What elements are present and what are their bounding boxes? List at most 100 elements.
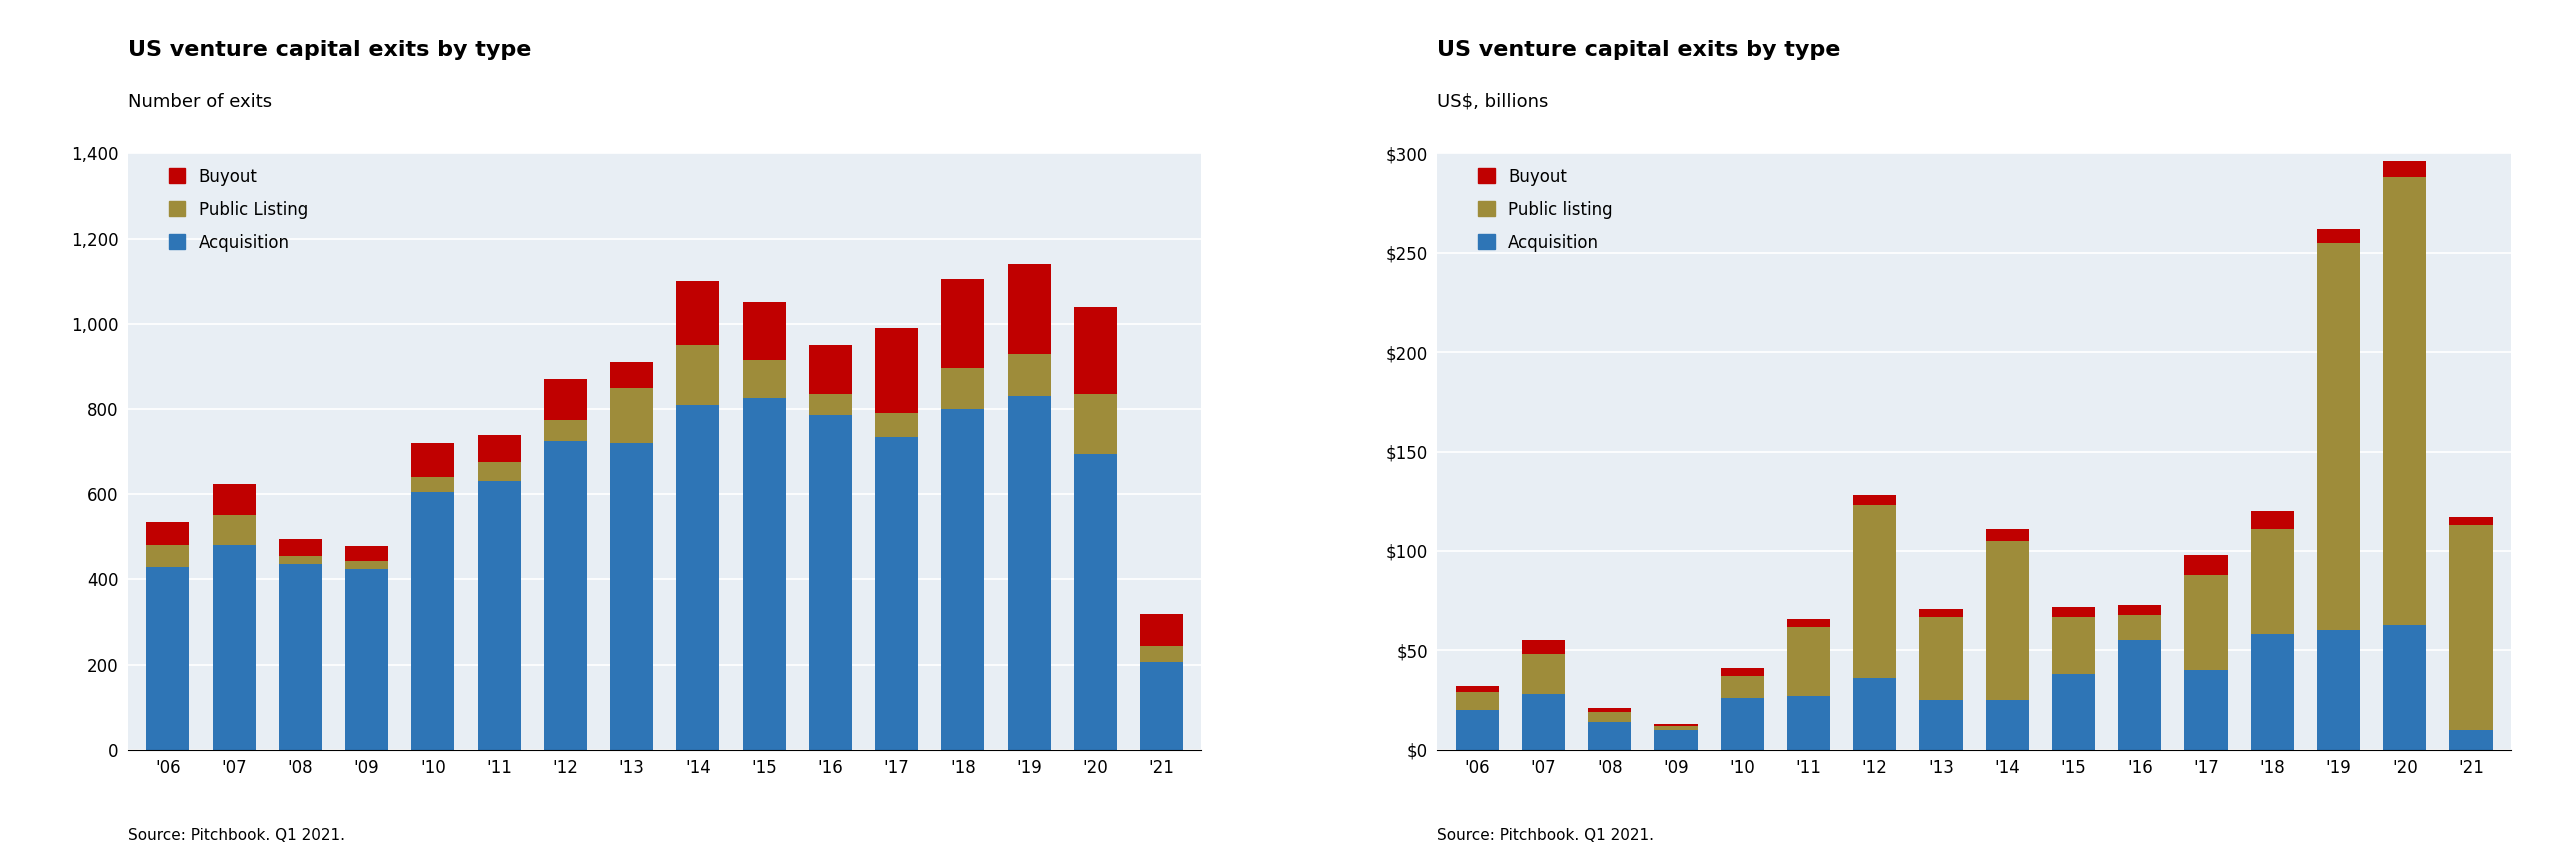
Bar — [477, 481, 520, 750]
Bar — [1455, 692, 1499, 710]
Bar — [2316, 630, 2360, 750]
Bar — [2252, 511, 2293, 529]
Bar — [213, 515, 256, 545]
Text: US venture capital exits by type: US venture capital exits by type — [128, 40, 530, 60]
Bar — [543, 420, 587, 441]
Bar — [1919, 700, 1962, 750]
Bar — [743, 360, 787, 399]
Bar — [412, 477, 453, 492]
Bar — [610, 388, 653, 443]
Bar — [146, 545, 190, 567]
Bar — [1522, 654, 1565, 694]
Bar — [543, 441, 587, 750]
Bar — [2449, 517, 2493, 525]
Bar — [279, 564, 323, 750]
Bar — [876, 436, 917, 750]
Bar — [743, 399, 787, 750]
Bar — [2119, 614, 2162, 641]
Bar — [2383, 161, 2426, 177]
Bar — [1852, 678, 1896, 750]
Bar — [1522, 641, 1565, 654]
Bar — [1919, 617, 1962, 700]
Bar — [1852, 505, 1896, 678]
Bar — [940, 368, 984, 409]
Bar — [676, 281, 720, 345]
Bar — [346, 569, 387, 750]
Bar — [1140, 646, 1184, 663]
Bar — [2185, 575, 2226, 671]
Bar — [1722, 676, 1763, 698]
Bar — [1455, 710, 1499, 750]
Bar — [1140, 663, 1184, 750]
Bar — [743, 302, 787, 360]
Bar — [146, 521, 190, 545]
Bar — [2316, 229, 2360, 243]
Bar — [2383, 177, 2426, 625]
Bar — [2052, 617, 2096, 674]
Bar — [477, 462, 520, 481]
Bar — [346, 546, 387, 561]
Bar — [610, 362, 653, 388]
Bar — [810, 345, 853, 394]
Bar — [2383, 625, 2426, 750]
Bar — [2252, 635, 2293, 750]
Bar — [1655, 724, 1699, 726]
Bar — [1007, 264, 1050, 354]
Bar — [676, 345, 720, 405]
Bar — [1919, 608, 1962, 617]
Bar — [676, 405, 720, 750]
Bar — [1986, 529, 2029, 541]
Bar — [1655, 730, 1699, 750]
Bar — [1073, 307, 1117, 394]
Bar — [1140, 614, 1184, 646]
Bar — [346, 561, 387, 569]
Legend: Buyout, Public listing, Acquisition: Buyout, Public listing, Acquisition — [1478, 168, 1611, 251]
Bar — [412, 443, 453, 477]
Bar — [2185, 555, 2226, 575]
Bar — [1852, 495, 1896, 505]
Bar — [1588, 712, 1632, 722]
Bar — [477, 435, 520, 462]
Bar — [1986, 700, 2029, 750]
Bar — [279, 556, 323, 564]
Bar — [2052, 674, 2096, 750]
Bar — [146, 567, 190, 750]
Bar — [2316, 243, 2360, 630]
Bar — [810, 394, 853, 416]
Bar — [876, 328, 917, 413]
Bar — [940, 279, 984, 368]
Bar — [1588, 708, 1632, 712]
Text: Number of exits: Number of exits — [128, 93, 272, 111]
Bar — [2119, 641, 2162, 750]
Bar — [1007, 354, 1050, 396]
Bar — [213, 545, 256, 750]
Bar — [213, 484, 256, 515]
Bar — [412, 492, 453, 750]
Bar — [1786, 626, 1829, 696]
Bar — [1655, 726, 1699, 730]
Text: US venture capital exits by type: US venture capital exits by type — [1437, 40, 1842, 60]
Bar — [1986, 541, 2029, 700]
Bar — [2185, 671, 2226, 750]
Bar — [2449, 525, 2493, 730]
Legend: Buyout, Public Listing, Acquisition: Buyout, Public Listing, Acquisition — [169, 168, 307, 251]
Bar — [1522, 694, 1565, 750]
Bar — [2252, 529, 2293, 635]
Bar — [810, 416, 853, 750]
Bar — [940, 409, 984, 750]
Bar — [1722, 698, 1763, 750]
Text: US$, billions: US$, billions — [1437, 93, 1550, 111]
Bar — [1073, 394, 1117, 453]
Text: Source: Pitchbook. Q1 2021.: Source: Pitchbook. Q1 2021. — [1437, 828, 1655, 843]
Bar — [2449, 730, 2493, 750]
Bar — [1455, 686, 1499, 692]
Bar — [2052, 607, 2096, 617]
Bar — [2119, 605, 2162, 614]
Bar — [1722, 668, 1763, 676]
Bar — [610, 443, 653, 750]
Text: Source: Pitchbook. Q1 2021.: Source: Pitchbook. Q1 2021. — [128, 828, 346, 843]
Bar — [543, 379, 587, 420]
Bar — [1073, 453, 1117, 750]
Bar — [1007, 396, 1050, 750]
Bar — [876, 413, 917, 436]
